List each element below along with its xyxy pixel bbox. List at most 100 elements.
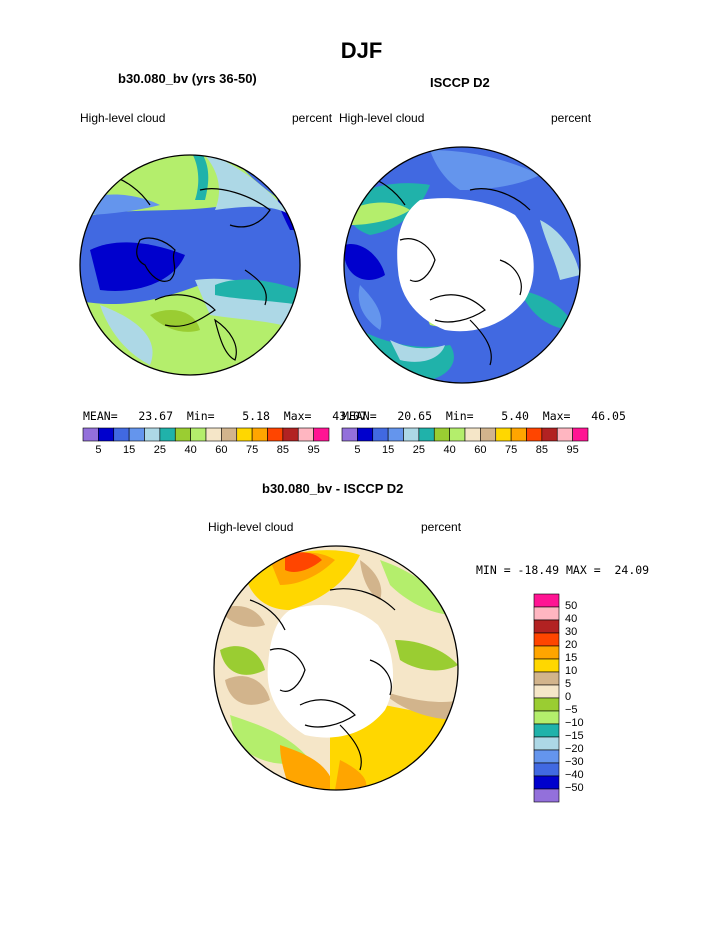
colorbar-swatch [533,697,560,712]
colorbar-tick-label: 60 [215,444,228,456]
left-map-stats: MEAN= 23.67 Min= 5.18 Max= 43.07 [83,409,367,423]
colorbar-swatch [449,427,466,442]
colorbar-tick-label: 75 [505,444,518,456]
colorbar-swatch [113,427,130,442]
colorbar-swatch [533,749,560,764]
colorbar-swatch [533,762,560,777]
colorbar-swatch [297,427,314,442]
colorbar-swatch [313,427,330,442]
colorbar-swatch [236,427,253,442]
colorbar-tick-label: −10 [565,717,584,729]
colorbar-swatch [464,427,481,442]
colorbar-tick-label: 20 [565,639,578,651]
colorbar-swatch [387,427,404,442]
colorbar-tick-label: 5 [95,444,102,456]
right-polar-map [344,147,580,383]
colorbar-swatch [357,427,374,442]
colorbar-swatch [510,427,527,442]
right-map-units-label: percent [551,111,592,125]
left-map-subtitle: b30.080_bv (yrs 36-50) [118,71,257,86]
colorbar-tick-label: 25 [153,444,166,456]
colorbar-swatch [541,427,558,442]
colorbar-swatch [533,723,560,738]
diff-map-subtitle: b30.080_bv - ISCCP D2 [262,481,404,496]
colorbar-swatch [433,427,450,442]
colorbar-tick-label: 40 [443,444,456,456]
colorbar-swatch [159,427,176,442]
colorbar-tick-label: −40 [565,769,584,781]
colorbar-swatch [495,427,512,442]
colorbar-swatch [533,775,560,790]
colorbar-swatch [533,788,560,803]
colorbar-tick-label: 25 [412,444,425,456]
diff-colorbar [533,593,560,803]
left-polar-map [80,155,300,375]
colorbar-tick-label: 0 [565,691,572,703]
colorbar-swatch [403,427,420,442]
colorbar-tick-label: 60 [474,444,487,456]
colorbar-tick-label: −5 [565,704,578,716]
colorbar-tick-label: 95 [307,444,320,456]
colorbar-swatch [372,427,389,442]
left-colorbar [82,427,330,442]
colorbar-swatch [533,645,560,660]
diff-map-stats: MIN = -18.49 MAX = 24.09 [476,563,650,577]
colorbar-swatch [221,427,238,442]
colorbar-tick-label: −15 [565,730,584,742]
diff-map-variable-label: High-level cloud [208,520,294,534]
colorbar-swatch [98,427,115,442]
colorbar-swatch [533,684,560,699]
colorbar-swatch [341,427,358,442]
left-map-units-label: percent [292,111,333,125]
colorbar-swatch [480,427,497,442]
colorbar-swatch [533,671,560,686]
colorbar-tick-label: 15 [123,444,136,456]
colorbar-swatch [533,658,560,673]
colorbar-tick-label: −50 [565,782,584,794]
colorbar-swatch [418,427,435,442]
colorbar-swatch [533,619,560,634]
colorbar-tick-label: 85 [535,444,548,456]
colorbar-swatch [128,427,145,442]
colorbar-swatch [572,427,589,442]
colorbar-swatch [282,427,299,442]
colorbar-swatch [526,427,543,442]
colorbar-swatch [144,427,161,442]
colorbar-tick-label: 75 [246,444,259,456]
colorbar-swatch [205,427,222,442]
colorbar-swatch [174,427,191,442]
colorbar-tick-label: 15 [565,652,578,664]
left-map-border [79,154,301,376]
colorbar-tick-label: 15 [382,444,395,456]
colorbar-tick-label: 5 [354,444,361,456]
left-map-variable-label: High-level cloud [80,111,166,125]
diff-polar-map [214,546,458,790]
colorbar-tick-label: 95 [566,444,579,456]
right-map-stats: MEAN= 20.65 Min= 5.40 Max= 46.05 [342,409,626,423]
colorbar-tick-label: 85 [276,444,289,456]
colorbar-tick-label: −20 [565,743,584,755]
right-map-subtitle: ISCCP D2 [430,75,490,90]
colorbar-tick-label: 10 [565,665,578,677]
diff-map-border [213,545,459,791]
colorbar-tick-label: 5 [565,678,572,690]
colorbar-tick-label: 30 [565,626,578,638]
colorbar-tick-label: 40 [565,613,578,625]
right-map-border [343,146,581,384]
colorbar-tick-label: −30 [565,756,584,768]
colorbar-swatch [533,632,560,647]
figure-title: DJF [340,38,383,63]
colorbar-tick-label: 50 [565,600,578,612]
colorbar-swatch [267,427,284,442]
colorbar-swatch [190,427,207,442]
right-colorbar [341,427,589,442]
colorbar-swatch [533,593,560,608]
colorbar-tick-label: 40 [184,444,197,456]
colorbar-swatch [533,606,560,621]
colorbar-swatch [533,736,560,751]
right-map-variable-label: High-level cloud [339,111,425,125]
diff-map-units-label: percent [421,520,462,534]
colorbar-swatch [82,427,99,442]
colorbar-swatch [556,427,573,442]
